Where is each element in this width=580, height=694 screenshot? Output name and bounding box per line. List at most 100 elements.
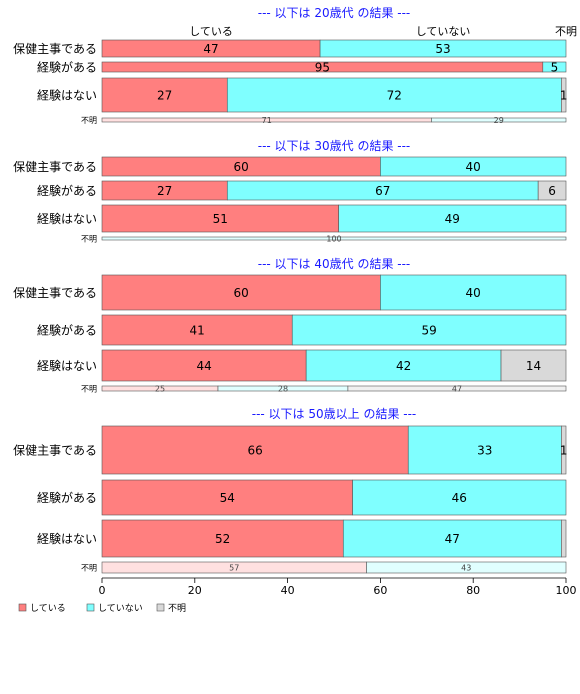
data-label: 5 [551,61,559,75]
group-title: --- 以下は 20歳代 の結果 --- [258,6,411,20]
group-title: --- 以下は 40歳代 の結果 --- [258,257,411,271]
legend-swatch [18,603,27,612]
data-label: 95 [315,61,330,75]
bar-segment [542,61,567,73]
column-header: している [189,25,233,38]
data-label: 47 [445,532,460,546]
bar-segment [407,425,562,475]
data-label: 47 [452,385,462,394]
x-tick-label: 80 [466,584,480,597]
unknown-row-label: 不明 [81,385,97,394]
data-label: 44 [196,359,211,373]
data-label: 40 [466,286,481,300]
category-label: 経験がある [37,490,97,505]
column-header: していない [416,25,471,38]
category-label: 経験がある [37,183,97,198]
data-label: 60 [234,286,249,300]
data-label: 53 [435,42,450,56]
bar-segment [380,274,567,311]
data-label: 28 [278,385,288,394]
bar-segment [431,117,567,123]
data-label: 14 [526,359,541,373]
x-tick-label: 40 [281,584,295,597]
data-label: 49 [445,212,460,226]
column-header: 不明 [555,25,577,38]
unknown-row-label: 不明 [81,116,97,125]
data-label: 57 [229,564,239,573]
x-tick-label: 60 [373,584,387,597]
bar-segment [380,156,567,177]
bar-segment [101,204,339,233]
category-label: 経験がある [37,323,97,338]
data-label: 59 [421,324,436,338]
legend-swatch [156,603,165,612]
bar-segment [319,39,567,58]
data-label: 42 [396,359,411,373]
data-label: 29 [494,116,504,125]
legend-swatch [86,603,95,612]
data-label: 51 [213,212,228,226]
bar-segment [291,314,567,346]
x-tick-label: 20 [188,584,202,597]
category-label: 保健主事である [13,160,97,174]
data-label: 1 [560,89,568,103]
data-label: 72 [387,89,402,103]
group-title: --- 以下は 50歳以上 の結果 --- [252,407,417,421]
data-label: 71 [262,116,272,125]
bar-segment [101,479,353,516]
data-label: 46 [452,491,467,505]
bar-segment [338,204,567,233]
data-label: 54 [220,491,235,505]
data-label: 27 [157,89,172,103]
bar-segment [226,77,562,113]
category-label: 保健主事である [13,42,97,56]
category-label: 経験はない [37,531,97,546]
data-label: 67 [375,184,390,198]
bar-segment [101,274,381,311]
legend-label: 不明 [168,603,186,614]
data-label: 52 [215,532,230,546]
data-label: 41 [189,324,204,338]
legend-label: していない [98,603,143,614]
bar-segment [561,77,567,113]
data-label: 27 [157,184,172,198]
data-label: 66 [247,444,262,458]
data-label: 33 [477,444,492,458]
bar-segment [561,519,567,558]
bar-segment [101,519,344,558]
category-label: 保健主事である [13,444,97,458]
legend-label: している [30,603,66,614]
data-label: 43 [461,564,471,573]
data-label: 6 [548,184,556,198]
group-title: --- 以下は 30歳代 の結果 --- [258,139,411,153]
bar-segment [342,519,562,558]
bar-segment [347,385,567,392]
bar-segment [101,236,567,241]
bar-segment [305,349,502,382]
unknown-row-label: 不明 [81,235,97,244]
category-label: 経験はない [37,358,97,373]
bar-segment [352,479,567,516]
x-tick-label: 0 [99,584,106,597]
category-label: 保健主事である [13,286,97,300]
unknown-row-label: 不明 [81,564,97,573]
data-label: 40 [466,160,481,174]
category-label: 経験はない [37,88,97,103]
bar-segment [101,425,409,475]
category-label: 経験はない [37,211,97,226]
x-tick-label: 100 [556,584,577,597]
bar-segment [537,180,567,201]
data-label: 1 [560,444,568,458]
category-label: 経験がある [37,60,97,75]
bar-segment [500,349,567,382]
data-label: 60 [234,160,249,174]
bar-segment [101,349,307,382]
data-label: 47 [203,42,218,56]
data-label: 100 [326,235,341,244]
bar-segment [101,314,293,346]
bar-segment [366,561,567,574]
bar-segment [561,425,567,475]
data-label: 25 [155,385,165,394]
bar-segment [101,77,228,113]
